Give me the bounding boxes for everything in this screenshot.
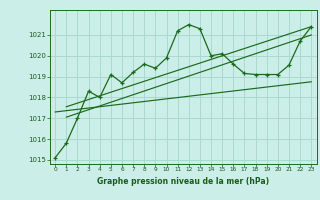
X-axis label: Graphe pression niveau de la mer (hPa): Graphe pression niveau de la mer (hPa) [97,177,269,186]
